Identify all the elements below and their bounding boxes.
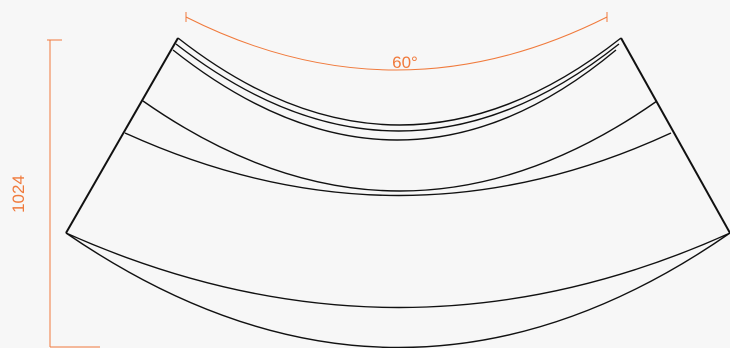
angle-dimension-arc xyxy=(185,16,608,71)
angle-dimension: 60° xyxy=(185,12,608,72)
height-label: 1024 xyxy=(9,175,28,213)
backrest-top-line-2 xyxy=(175,43,620,132)
angle-label: 60° xyxy=(392,53,418,72)
backrest-top-line-1 xyxy=(177,37,622,126)
sofa-outline xyxy=(65,37,730,348)
height-dimension: 1024 xyxy=(9,39,100,348)
right-side-edge xyxy=(620,37,730,234)
seat-front-line xyxy=(124,132,672,197)
seat-back-line xyxy=(142,100,658,192)
base-inner-line xyxy=(65,232,730,309)
left-side-edge xyxy=(65,37,179,234)
backrest-top-line-3 xyxy=(172,49,617,141)
base-outer-line xyxy=(65,232,730,348)
